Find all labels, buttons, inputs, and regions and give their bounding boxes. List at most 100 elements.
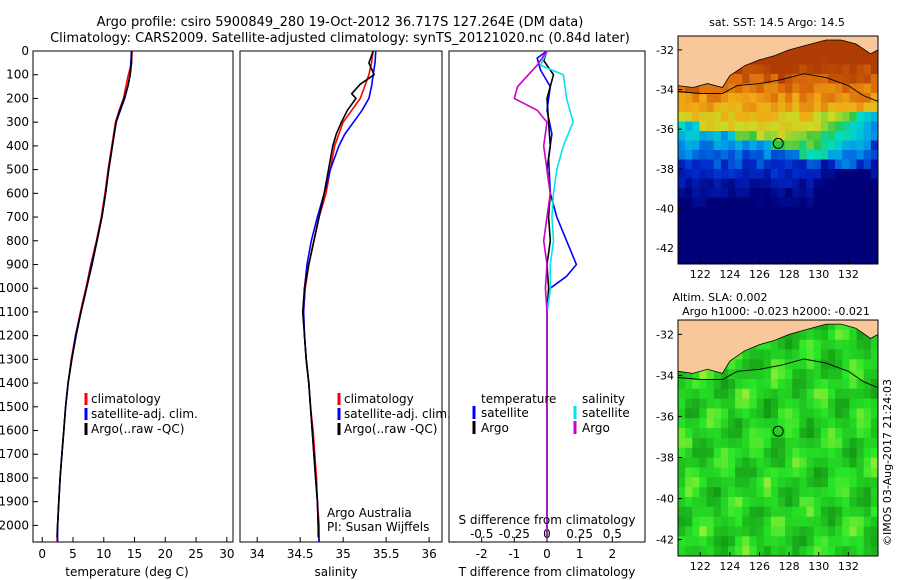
temperature-x-axis: 0 5 10 15 20 25 30: [38, 537, 234, 561]
legend-label-climatology: climatology: [344, 392, 414, 406]
y-tick-label: 500: [6, 163, 29, 177]
sla-map-title-line1: Altim. SLA: 0.002: [672, 291, 767, 304]
y-tick-label: 1100: [0, 305, 29, 319]
x-tick-label: 35: [336, 547, 351, 561]
y-tick-label: 200: [6, 91, 29, 105]
latitude-tick-label: -40: [656, 202, 674, 215]
x-tick-label: 0: [543, 547, 551, 561]
temperature-plot-frame: [32, 50, 234, 543]
y-tick-label: 0: [21, 44, 29, 58]
y-tick-label: 1000: [0, 281, 29, 295]
bathymetry-contour: [678, 73, 878, 102]
latitude-tick-label: -34: [656, 84, 674, 97]
legend-label-climatology: climatology: [91, 392, 161, 406]
s-tick-label: -0.25: [499, 527, 530, 541]
x-tick-label: 36: [421, 547, 436, 561]
x-tick-label: 15: [127, 547, 142, 561]
y-tick-label: 800: [6, 234, 29, 248]
sla-map: 122 124 126 128 130 132 -32 -34 -36 -38 -40 -42: [656, 319, 879, 573]
longitude-tick-label: 124: [719, 560, 740, 573]
longitude-tick-label: 130: [808, 560, 829, 573]
legend-label-argo: Argo(..raw -QC): [344, 422, 437, 436]
salinity-xlabel: salinity: [314, 565, 357, 579]
latitude-tick-label: -32: [656, 44, 674, 57]
salinity-plot-frame: [239, 50, 443, 543]
y-tick-label: 300: [6, 115, 29, 129]
s-tick-label: -0.5: [470, 527, 493, 541]
latitude-tick-label: -42: [656, 242, 674, 255]
legend-label-s-satellite: satellite: [582, 406, 630, 420]
y-tick-label: 600: [6, 186, 29, 200]
sst-map-title: sat. SST: 14.5 Argo: 14.5: [709, 16, 845, 29]
latitude-tick-label: -34: [656, 369, 674, 382]
temperature-series: [56, 50, 133, 543]
difference-legend: temperature satellite Argo salinity sate…: [472, 392, 630, 435]
legend-title-salinity: salinity: [582, 392, 625, 406]
sst-map-panel: sat. SST: 14.5 Argo: 14.5 122 124 126 128 13…: [656, 16, 879, 281]
y-tick-label: 900: [6, 257, 29, 271]
y-tick-label: 1700: [0, 447, 29, 461]
series-line-s-argo: [513, 50, 552, 538]
sla-map-panel: Altim. SLA: 0.002 Argo h1000: -0.023 h20…: [656, 291, 894, 573]
longitude-tick-label: 126: [749, 268, 770, 281]
longitude-tick-label: 124: [719, 268, 740, 281]
legend-label-satellite: satellite-adj. clim.: [344, 407, 451, 421]
series-line-s-satellite: [539, 50, 574, 538]
legend-label-t-satellite: satellite: [481, 406, 529, 420]
x-tick-label: 10: [96, 547, 111, 561]
depth-axis: 0 100 200 300 400 500 600 700 800 900 1000 1100 1200…: [0, 44, 38, 532]
header-title-line1: Argo profile: csiro 5900849_280 19-Oct-2…: [97, 15, 584, 30]
y-tick-label: 1600: [0, 424, 29, 438]
x-tick-label: 25: [188, 547, 203, 561]
temperature-panel: 0100200300400500600700800900100011001200…: [0, 44, 234, 579]
sst-map: 122 124 126 128 130 132 -32 -34 -36 -38 -40 -42: [656, 35, 879, 281]
legend-label-s-argo: Argo: [582, 421, 610, 435]
y-tick-label: 1900: [0, 495, 29, 509]
s-tick-label: 0.25: [566, 527, 593, 541]
map-field: [678, 36, 878, 264]
latitude-tick-label: -32: [656, 328, 674, 341]
longitude-tick-label: 132: [838, 268, 859, 281]
longitude-tick-label: 122: [690, 560, 711, 573]
t-difference-xlabel: T difference from climatology: [458, 565, 636, 579]
difference-panel: -2 -1 0 1 2 -0.5 -0.25 0 0.25 0.5 T difference f…: [448, 50, 646, 579]
longitude-tick-label: 128: [779, 560, 800, 573]
x-tick-label: -1: [508, 547, 520, 561]
x-tick-label: 20: [158, 547, 173, 561]
x-tick-label: 0: [38, 547, 46, 561]
difference-series: [513, 50, 578, 538]
series-line-argo-raw-qc-: [56, 51, 133, 538]
temperature-xlabel: temperature (deg C): [65, 565, 188, 579]
map-frame: [677, 319, 879, 557]
x-tick-label: 1: [576, 547, 584, 561]
x-tick-label: -2: [476, 547, 488, 561]
y-tick-label: 1800: [0, 471, 29, 485]
longitude-tick-label: 130: [808, 268, 829, 281]
latitude-tick-label: -38: [656, 451, 674, 464]
difference-x-axis: -2 -1 0 1 2: [476, 537, 616, 561]
land-mass: [678, 320, 878, 374]
x-tick-label: 2: [609, 547, 617, 561]
salinity-annotation-pi: PI: Susan Wijffels: [327, 520, 429, 534]
x-tick-label: 35.5: [373, 547, 400, 561]
s-tick-label: 0.5: [603, 527, 622, 541]
land-mass: [678, 36, 878, 88]
salinity-annotation-institution: Argo Australia: [327, 506, 412, 520]
imos-timestamp: ©IMOS 03-Aug-2017 21:24:03: [881, 379, 894, 546]
salinity-x-axis: 34 34.5 35 35.5 36: [250, 537, 437, 561]
series-line-argo-raw-qc-: [301, 50, 375, 538]
legend-title-temperature: temperature: [481, 392, 556, 406]
sla-map-title-line2: Argo h1000: -0.023 h2000: -0.021: [682, 305, 870, 318]
legend-label-satellite: satellite-adj. clim.: [91, 407, 198, 421]
salinity-panel: 34 34.5 35 35.5 36 salinity climatology sate…: [239, 50, 451, 579]
salinity-series: [301, 50, 377, 543]
latitude-tick-label: -36: [656, 410, 674, 423]
y-tick-label: 1500: [0, 400, 29, 414]
x-tick-label: 30: [219, 547, 234, 561]
argo-position-marker: [772, 425, 784, 437]
map-field: [678, 320, 878, 556]
header-title-line2: Climatology: CARS2009. Satellite-adjuste…: [50, 31, 630, 46]
longitude-tick-label: 132: [838, 560, 859, 573]
map-frame: [677, 35, 879, 265]
